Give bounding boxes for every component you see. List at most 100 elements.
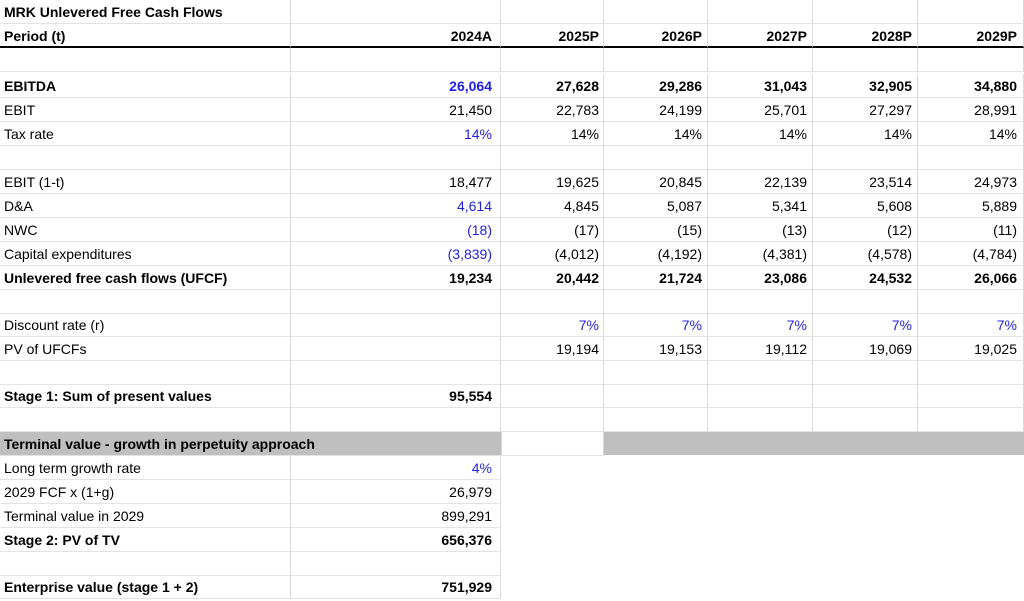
tax-rate-2027p[interactable]: 14% (708, 122, 813, 146)
cell[interactable] (604, 408, 708, 432)
pv-ufcf-label[interactable]: PV of UFCFs (0, 337, 291, 361)
pv-ufcf-2028p[interactable]: 19,069 (813, 337, 918, 361)
nwc-label[interactable]: NWC (0, 218, 291, 242)
tax-rate-label[interactable]: Tax rate (0, 122, 291, 146)
discount-rate-2028p[interactable]: 7% (813, 313, 918, 337)
capex-2029p[interactable]: (4,784) (918, 242, 1024, 266)
cell[interactable] (291, 146, 501, 170)
ebit-1t-label[interactable]: EBIT (1-t) (0, 170, 291, 194)
ebit-2029p[interactable]: 28,991 (918, 98, 1024, 122)
ebit-2026p[interactable]: 24,199 (604, 98, 708, 122)
ufcf-2028p[interactable]: 24,532 (813, 266, 918, 290)
cell[interactable] (708, 408, 813, 432)
nwc-2024a[interactable]: (18) (291, 218, 501, 242)
cell[interactable] (0, 361, 291, 385)
tax-rate-2029p[interactable]: 14% (918, 122, 1024, 146)
da-2027p[interactable]: 5,341 (708, 194, 813, 218)
discount-rate-2024a[interactable] (291, 313, 501, 337)
stage1-label[interactable]: Stage 1: Sum of present values (0, 384, 291, 408)
cell[interactable] (291, 552, 501, 576)
tax-rate-2026p[interactable]: 14% (604, 122, 708, 146)
discount-rate-2029p[interactable]: 7% (918, 313, 1024, 337)
cell[interactable] (813, 290, 918, 314)
period-label[interactable]: Period (t) (0, 24, 291, 48)
tax-rate-2028p[interactable]: 14% (813, 122, 918, 146)
cell[interactable] (813, 0, 918, 24)
ebit-2027p[interactable]: 25,701 (708, 98, 813, 122)
cell[interactable] (291, 0, 501, 24)
cell[interactable] (604, 290, 708, 314)
tv-2029-value[interactable]: 899,291 (291, 504, 501, 528)
nwc-2028p[interactable]: (12) (813, 218, 918, 242)
cell[interactable] (708, 48, 813, 72)
cell[interactable] (501, 432, 604, 456)
cell[interactable] (291, 408, 501, 432)
pv-ufcf-2024a[interactable] (291, 337, 501, 361)
cell[interactable] (291, 48, 501, 72)
ebit-2028p[interactable]: 27,297 (813, 98, 918, 122)
ltg-label[interactable]: Long term growth rate (0, 456, 291, 480)
capex-2027p[interactable]: (4,381) (708, 242, 813, 266)
tax-rate-2025p[interactable]: 14% (501, 122, 604, 146)
cell[interactable] (918, 384, 1024, 408)
da-2025p[interactable]: 4,845 (501, 194, 604, 218)
cell[interactable] (501, 384, 604, 408)
cell[interactable] (918, 408, 1024, 432)
cell[interactable] (604, 361, 708, 385)
da-2029p[interactable]: 5,889 (918, 194, 1024, 218)
period-2026p[interactable]: 2026P (604, 24, 708, 48)
cell[interactable] (918, 48, 1024, 72)
cell[interactable] (0, 290, 291, 314)
cell[interactable] (708, 146, 813, 170)
sheet-title[interactable]: MRK Unlevered Free Cash Flows (0, 0, 291, 24)
cell[interactable] (813, 408, 918, 432)
ufcf-2025p[interactable]: 20,442 (501, 266, 604, 290)
ebit-1t-2026p[interactable]: 20,845 (604, 170, 708, 194)
tax-rate-2024a[interactable]: 14% (291, 122, 501, 146)
cell[interactable] (501, 48, 604, 72)
period-2024a[interactable]: 2024A (291, 24, 501, 48)
capex-2028p[interactable]: (4,578) (813, 242, 918, 266)
tv-2029-label[interactable]: Terminal value in 2029 (0, 504, 291, 528)
ev-label[interactable]: Enterprise value (stage 1 + 2) (0, 575, 291, 599)
cell[interactable] (291, 361, 501, 385)
capex-2025p[interactable]: (4,012) (501, 242, 604, 266)
cell[interactable] (918, 361, 1024, 385)
cell[interactable] (813, 146, 918, 170)
ebit-1t-2028p[interactable]: 23,514 (813, 170, 918, 194)
ebitda-label[interactable]: EBITDA (0, 74, 291, 98)
cell[interactable] (708, 0, 813, 24)
period-2027p[interactable]: 2027P (708, 24, 813, 48)
nwc-2026p[interactable]: (15) (604, 218, 708, 242)
cell[interactable] (501, 408, 604, 432)
pv-ufcf-2027p[interactable]: 19,112 (708, 337, 813, 361)
ebitda-2028p[interactable]: 32,905 (813, 74, 918, 98)
period-2028p[interactable]: 2028P (813, 24, 918, 48)
cell[interactable] (0, 408, 291, 432)
da-2028p[interactable]: 5,608 (813, 194, 918, 218)
cell[interactable] (501, 361, 604, 385)
ebitda-2027p[interactable]: 31,043 (708, 74, 813, 98)
cell[interactable] (0, 48, 291, 72)
cell[interactable] (291, 290, 501, 314)
ebit-label[interactable]: EBIT (0, 98, 291, 122)
fcf-2029-value[interactable]: 26,979 (291, 480, 501, 504)
stage2-value[interactable]: 656,376 (291, 528, 501, 552)
stage1-value[interactable]: 95,554 (291, 384, 501, 408)
period-2025p[interactable]: 2025P (501, 24, 604, 48)
cell[interactable] (604, 0, 708, 24)
cell[interactable] (708, 290, 813, 314)
cell[interactable] (501, 290, 604, 314)
ebit-2025p[interactable]: 22,783 (501, 98, 604, 122)
cell[interactable] (813, 48, 918, 72)
capex-2024a[interactable]: (3,839) (291, 242, 501, 266)
cell[interactable] (813, 361, 918, 385)
cell[interactable] (604, 384, 708, 408)
ebit-1t-2024a[interactable]: 18,477 (291, 170, 501, 194)
nwc-2027p[interactable]: (13) (708, 218, 813, 242)
discount-rate-2027p[interactable]: 7% (708, 313, 813, 337)
cell[interactable] (604, 48, 708, 72)
pv-ufcf-2026p[interactable]: 19,153 (604, 337, 708, 361)
cell[interactable] (813, 384, 918, 408)
discount-rate-2026p[interactable]: 7% (604, 313, 708, 337)
